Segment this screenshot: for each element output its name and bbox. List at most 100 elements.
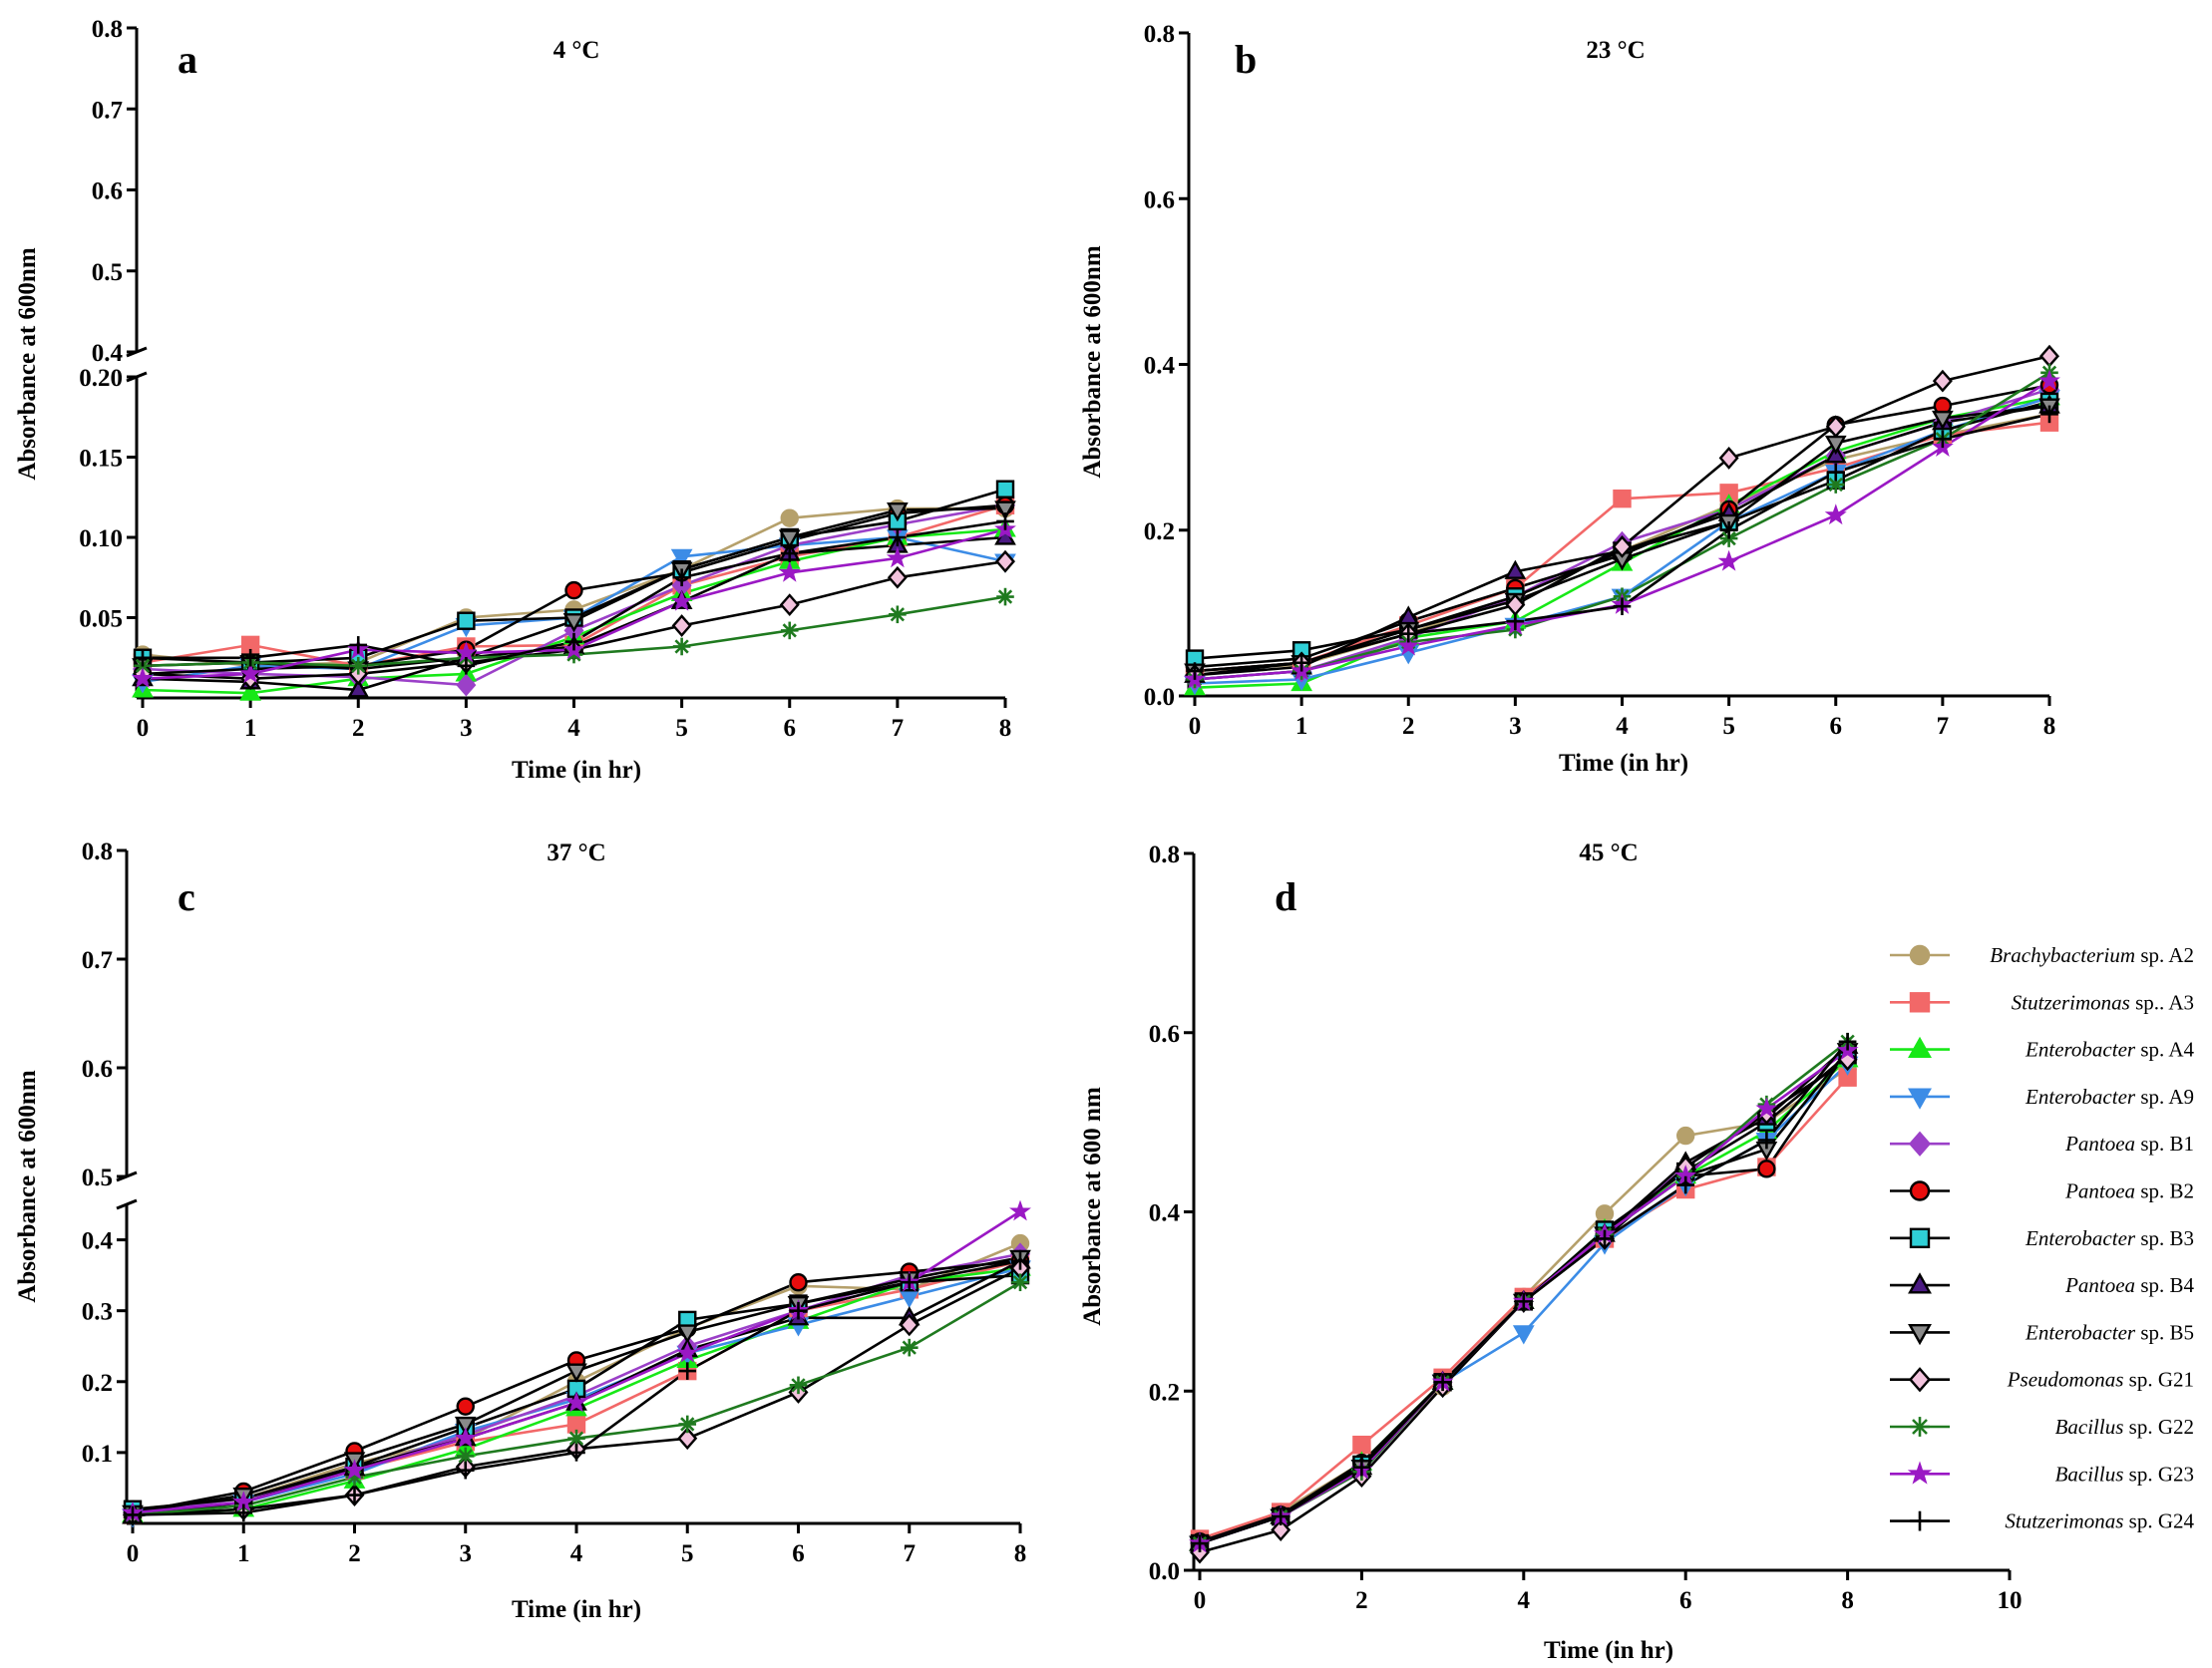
data-point — [134, 648, 152, 667]
y-tick-label: 0.6 — [82, 1056, 113, 1083]
legend-strain: sp. G22 — [2123, 1415, 2194, 1439]
x-tick-label: 7 — [904, 1540, 917, 1567]
data-point — [2039, 344, 2059, 368]
data-point — [1271, 1518, 1291, 1541]
x-tick-label: 4 — [1518, 1587, 1531, 1614]
y-tick-label: 0.10 — [79, 525, 123, 552]
legend-entry: Enterobacter sp. A9 — [1890, 1085, 2194, 1110]
legend-entry: Enterobacter sp. B5 — [1890, 1320, 2194, 1346]
data-point — [779, 593, 800, 617]
data-point — [565, 1363, 587, 1383]
legend-strain: sp. G23 — [2123, 1462, 2194, 1486]
legend-genus: Pantoea — [2064, 1179, 2135, 1203]
data-point — [1718, 447, 1739, 470]
axis-break-mark — [116, 1198, 138, 1210]
panel-d: 0.0 0.2 0.4 0.6 0.8 0 2 4 6 8 10 d 45 °C Time (in hr)… — [1079, 839, 2023, 1664]
data-point — [1932, 410, 1954, 431]
data-point — [454, 1416, 477, 1437]
x-tick-label: 5 — [681, 1540, 694, 1567]
data-point — [455, 641, 478, 663]
data-point — [1352, 1458, 1371, 1477]
panel-letter: a — [178, 37, 197, 82]
data-point — [1011, 1273, 1029, 1292]
legend-label: Bacillus sp. G22 — [2055, 1415, 2194, 1439]
x-tick-label: 1 — [1295, 713, 1308, 740]
data-point — [1757, 1131, 1776, 1150]
series-line — [1194, 371, 2050, 681]
data-point — [1011, 1252, 1029, 1270]
x-tick-label: 8 — [1841, 1587, 1854, 1614]
x-tick-label: 5 — [1722, 713, 1735, 740]
data-point — [996, 512, 1014, 530]
panel-b: 0.0 0.2 0.4 0.6 0.8 0 1 2 3 4 5 6 7 8 b 23 °C Time (in h… — [1079, 21, 2060, 777]
x-tick-label: 6 — [784, 715, 797, 742]
legend-marker — [1908, 1367, 1932, 1393]
y-tick-label: 0.5 — [92, 259, 123, 286]
data-point — [2040, 405, 2058, 424]
series-line — [1194, 384, 2050, 669]
x-tick-label: 2 — [352, 715, 365, 742]
x-axis-label: Time (in hr) — [1559, 750, 1688, 777]
x-tick-label: 2 — [1402, 713, 1415, 740]
x-tick-label: 3 — [1509, 713, 1522, 740]
y-tick-label: 0.2 — [82, 1370, 113, 1397]
x-tick-label: 4 — [567, 715, 580, 742]
data-point — [676, 1324, 699, 1344]
data-point — [780, 621, 799, 640]
legend-genus: Enterobacter — [2025, 1085, 2136, 1109]
data-point — [1009, 1199, 1031, 1221]
y-axis-label: Absorbance at 600 nm — [1079, 1087, 1106, 1326]
legend-entry: Enterobacter sp. B3 — [1890, 1226, 2194, 1250]
x-tick-label: 6 — [792, 1540, 805, 1567]
data-point — [672, 568, 691, 587]
series-group — [1184, 344, 2060, 696]
data-point — [1191, 1534, 1209, 1552]
data-point — [349, 636, 368, 654]
x-tick-label: 4 — [570, 1540, 583, 1567]
legend-entry: Stutzerimonas sp.. A3 — [1890, 990, 2194, 1014]
x-tick-label: 10 — [1998, 1587, 2023, 1614]
axes: 0.1 0.2 0.3 0.4 0.5 0.6 0.7 0.8 0 1 2 3 4 5 6 7 8 — [82, 838, 1027, 1567]
legend-marker — [1910, 1417, 1930, 1437]
data-point — [562, 613, 585, 633]
data-point — [565, 1391, 587, 1413]
data-point — [1612, 534, 1633, 558]
data-point — [1352, 1435, 1371, 1455]
panel-letter: c — [178, 874, 195, 919]
x-tick-label: 8 — [2043, 713, 2056, 740]
data-point — [678, 1415, 697, 1434]
legend-strain: sp. G24 — [2123, 1509, 2194, 1533]
data-point — [1826, 463, 1845, 482]
legend-marker — [1909, 1180, 1931, 1201]
legend-entry: Stutzerimonas sp. G24 — [1890, 1509, 2194, 1533]
legend-strain: sp.. A3 — [2130, 990, 2194, 1014]
legend-label: Stutzerimonas sp.. A3 — [2012, 990, 2194, 1014]
data-point — [1824, 503, 1847, 525]
y-tick-label: 0.3 — [82, 1299, 113, 1326]
legend-marker — [1909, 1227, 1931, 1249]
data-point — [1719, 520, 1738, 539]
data-point — [1613, 597, 1632, 616]
x-tick-label: 2 — [348, 1540, 361, 1567]
data-point — [789, 1273, 808, 1292]
legend-genus: Brachybacterium — [1990, 943, 2135, 967]
legend-label: Enterobacter sp. B3 — [2025, 1226, 2194, 1250]
data-point — [996, 587, 1014, 606]
data-point — [889, 528, 907, 546]
x-tick-label: 7 — [1937, 713, 1950, 740]
legend-entry: Enterobacter sp. A4 — [1890, 1036, 2194, 1062]
legend-genus: Pantoea — [2064, 1273, 2135, 1297]
x-tick-label: 2 — [1355, 1587, 1368, 1614]
legend-genus: Enterobacter — [2025, 1320, 2136, 1344]
data-point — [239, 681, 261, 701]
data-point — [1515, 1292, 1533, 1311]
panel-title: 37 °C — [547, 839, 605, 866]
data-point — [780, 544, 799, 562]
legend-entry: Pseudomonas sp. G21 — [1890, 1367, 2194, 1393]
data-point — [1825, 415, 1846, 439]
data-point — [1613, 489, 1632, 508]
data-point — [1757, 1160, 1776, 1178]
legend-genus: Stutzerimonas — [2012, 990, 2130, 1014]
legend-genus: Bacillus — [2055, 1415, 2124, 1439]
